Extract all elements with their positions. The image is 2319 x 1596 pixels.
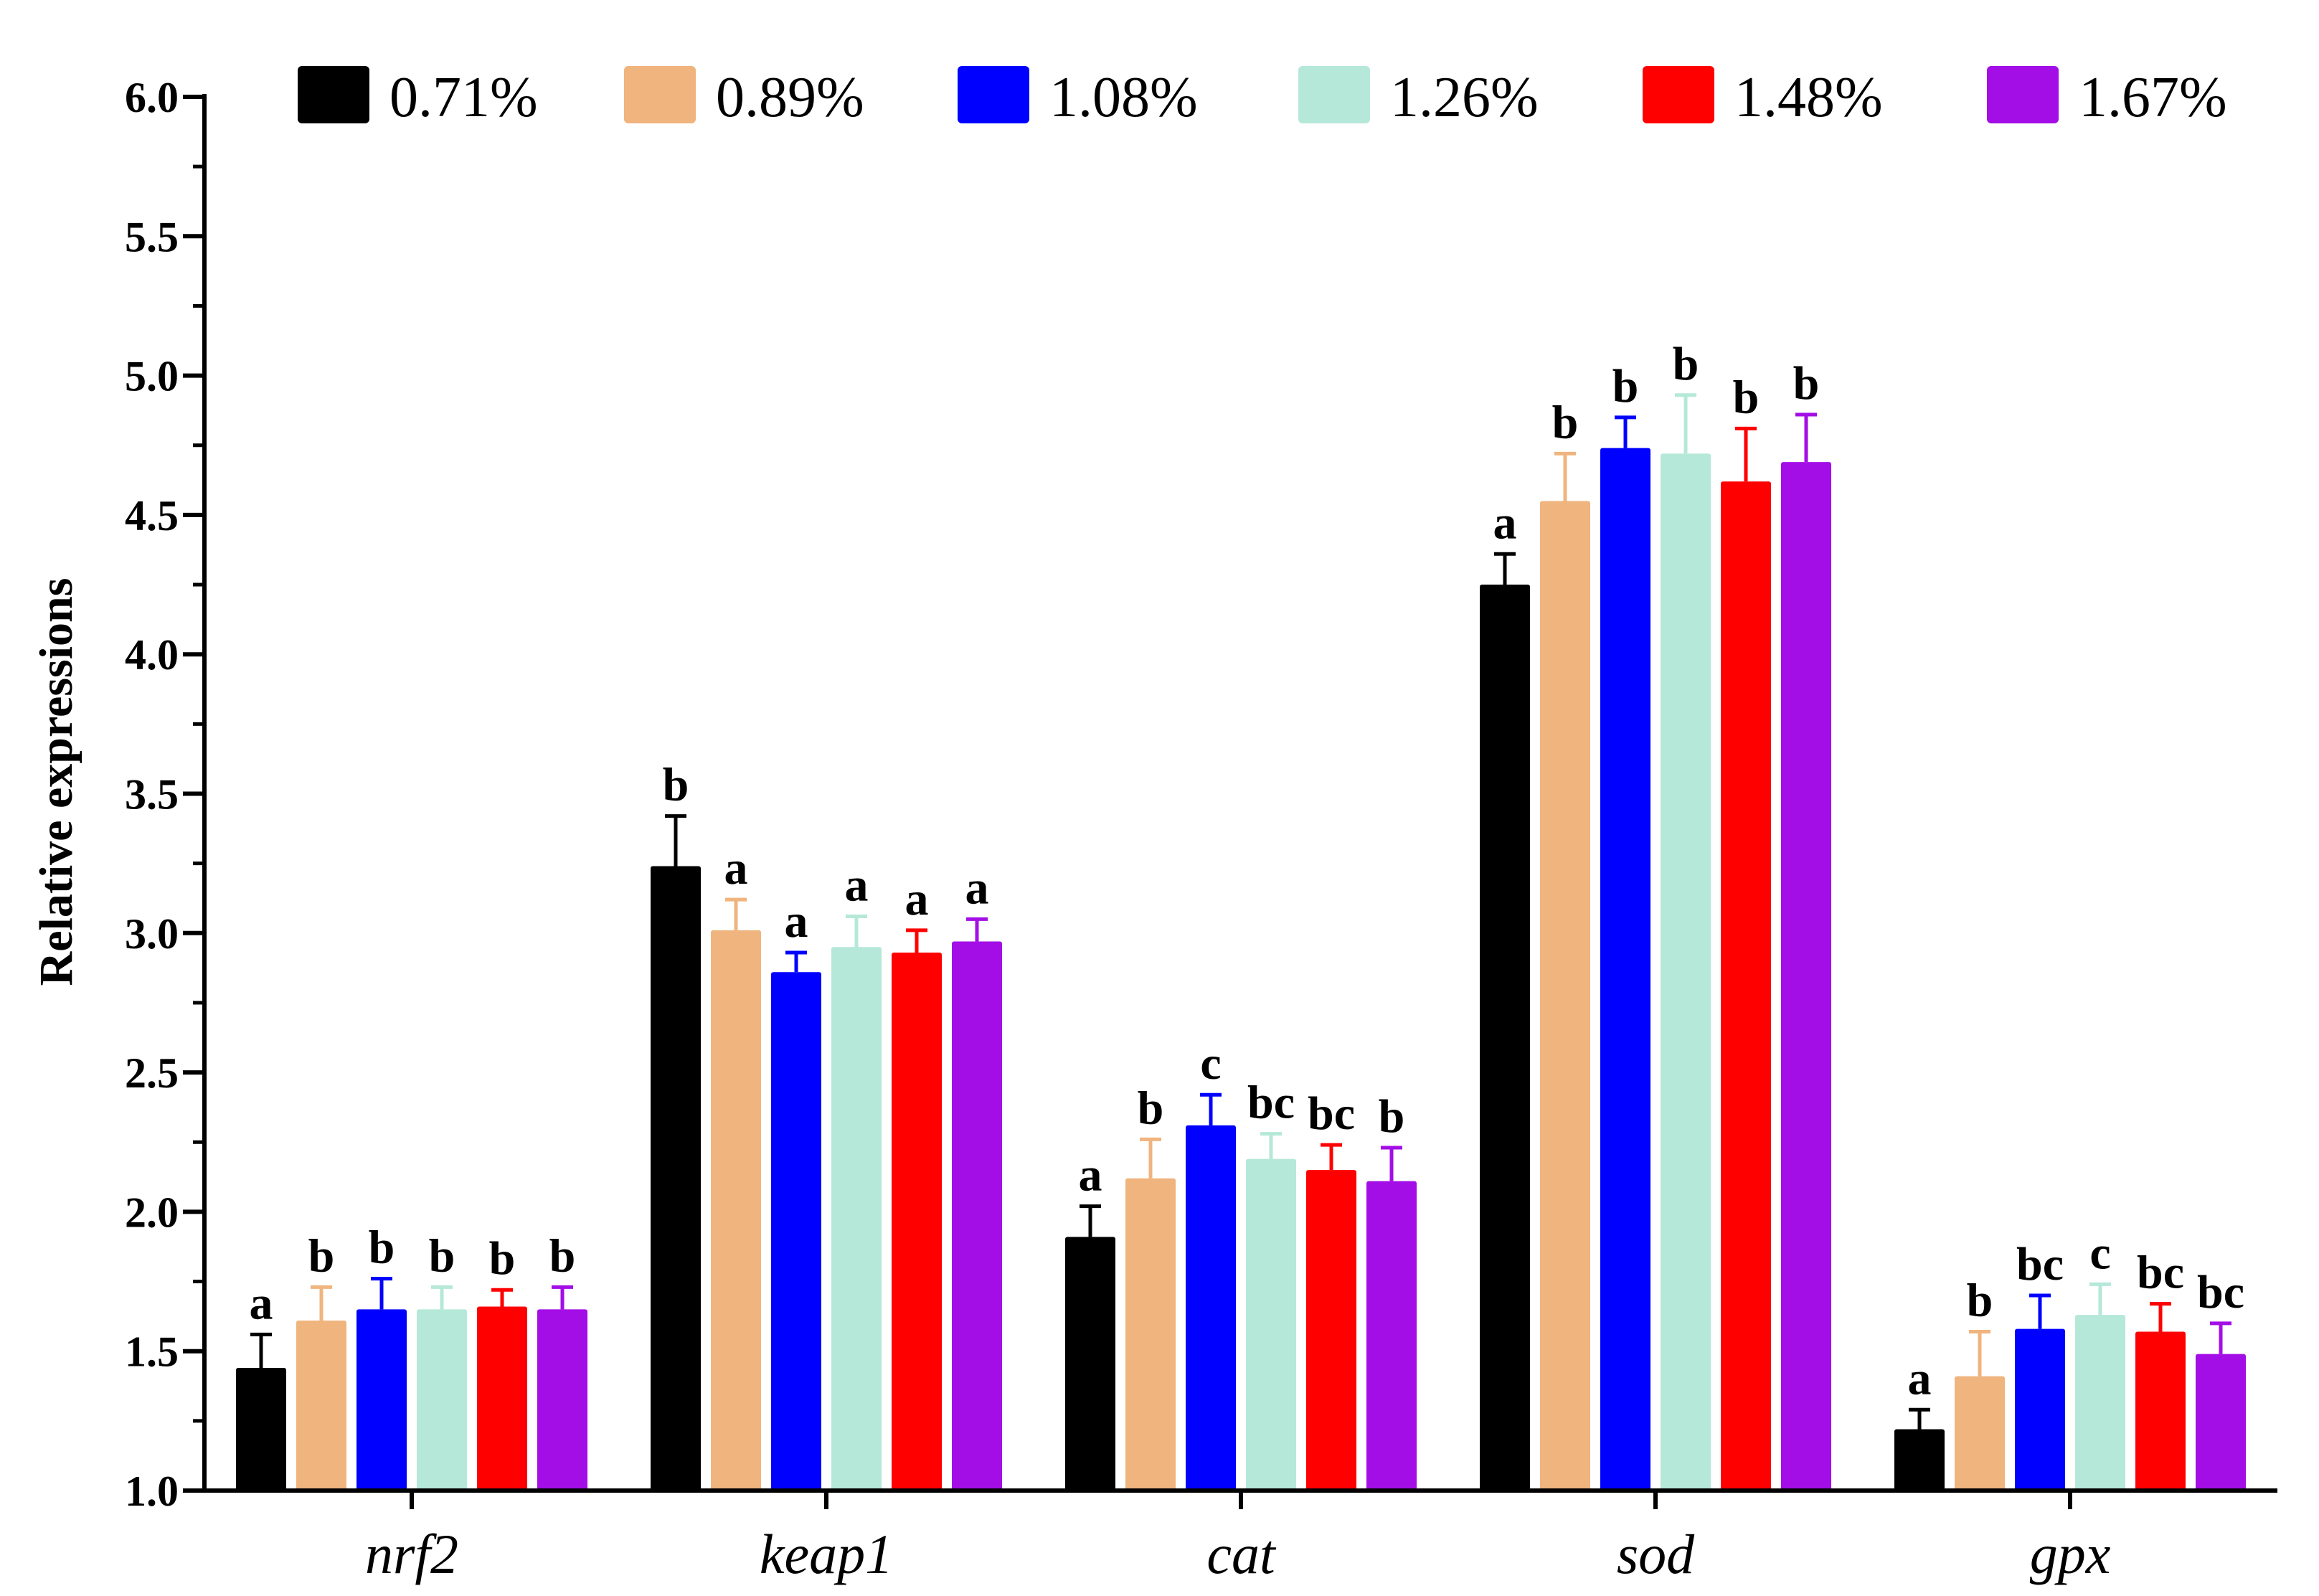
x-axis: nrf2 keap1 cat sod gpx: [204, 1488, 2277, 1585]
x-tick-label: nrf2: [365, 1523, 458, 1585]
significance-letter: bc: [2016, 1238, 2064, 1290]
significance-letter: b: [1673, 338, 1699, 390]
bar: [2015, 1328, 2065, 1491]
significance-letter: c: [1200, 1037, 1221, 1090]
x-tick-label: gpx: [2030, 1523, 2111, 1585]
bar: [1480, 585, 1530, 1491]
bar: [1246, 1158, 1296, 1491]
significance-letter: a: [1079, 1149, 1102, 1201]
bar: [1065, 1237, 1115, 1491]
significance-letter: a: [905, 873, 929, 925]
significance-letter: a: [724, 842, 748, 894]
bar: [2196, 1354, 2246, 1491]
y-tick-label: 1.0: [125, 1468, 179, 1515]
legend-label: 1.26%: [1390, 66, 1539, 129]
bar: [296, 1320, 346, 1491]
y-tick-label: 4.0: [125, 631, 179, 679]
significance-letter: bc: [2197, 1266, 2244, 1318]
significance-letter: b: [1379, 1090, 1405, 1143]
legend-label: 0.71%: [389, 66, 538, 129]
bar: [1721, 481, 1771, 1491]
bar: [1781, 462, 1831, 1491]
significance-letter: b: [663, 759, 689, 811]
legend-swatch: [1987, 66, 2059, 123]
x-tick-label: sod: [1617, 1523, 1695, 1585]
bar: [711, 930, 761, 1491]
y-tick-label: 5.0: [125, 353, 179, 400]
significance-letter: b: [308, 1229, 335, 1282]
significance-letter: a: [845, 859, 869, 911]
y-tick-label: 4.5: [125, 492, 179, 539]
significance-letter: a: [965, 861, 989, 914]
significance-letter: b: [1733, 371, 1760, 423]
significance-letter: bc: [2137, 1247, 2184, 1299]
significance-letter: b: [429, 1229, 455, 1282]
legend-swatch: [298, 66, 369, 123]
legend-label: 1.67%: [2079, 66, 2227, 129]
significance-letter: a: [1908, 1352, 1932, 1404]
legend-swatch: [624, 66, 696, 123]
bar: [417, 1309, 467, 1491]
legend-label: 1.48%: [1734, 66, 1883, 129]
bar: [356, 1309, 407, 1491]
y-tick-label: 1.5: [125, 1328, 179, 1376]
y-tick-label: 2.0: [125, 1189, 179, 1236]
significance-letter: a: [1493, 496, 1517, 549]
significance-letter: b: [489, 1232, 516, 1285]
bar: [771, 972, 821, 1491]
legend: 0.71% 0.89% 1.08% 1.26% 1.48% 1.67%: [298, 66, 2227, 129]
legend-label: 0.89%: [716, 66, 864, 129]
bar: [831, 947, 882, 1491]
y-tick-label: 6.0: [125, 74, 179, 121]
significance-letter: c: [2089, 1227, 2110, 1279]
bar: [1894, 1429, 1945, 1491]
bar: [1125, 1178, 1176, 1491]
bar: [952, 941, 1002, 1491]
bar: [477, 1306, 527, 1491]
bar: [1661, 453, 1711, 1491]
y-axis-label: Relative expressions: [30, 578, 82, 986]
significance-letter: b: [1967, 1274, 1993, 1326]
bar: [2075, 1315, 2125, 1491]
y-tick-label: 5.5: [125, 213, 179, 260]
legend-swatch: [958, 66, 1029, 123]
significance-letter: b: [549, 1229, 576, 1282]
y-tick-label: 3.0: [125, 910, 179, 958]
bar: [651, 866, 701, 1491]
bar: [236, 1368, 286, 1491]
significance-letter: bc: [1247, 1077, 1295, 1129]
y-tick-label: 3.5: [125, 771, 179, 818]
legend-label: 1.08%: [1049, 66, 1198, 129]
bar: [1366, 1181, 1417, 1491]
significance-letter: b: [1793, 357, 1820, 410]
bar: [1540, 501, 1590, 1491]
x-tick-label: cat: [1206, 1523, 1277, 1585]
bar: [892, 953, 942, 1491]
y-tick-label: 2.5: [125, 1049, 179, 1097]
significance-letter: b: [1612, 360, 1639, 412]
legend-swatch: [1643, 66, 1714, 123]
bar: [1306, 1170, 1356, 1491]
bar: [2135, 1331, 2186, 1491]
significance-letter: b: [1138, 1082, 1164, 1134]
bar: [537, 1309, 587, 1491]
bar: [1186, 1125, 1236, 1491]
bar: [1955, 1376, 2005, 1491]
significance-letter: a: [250, 1277, 273, 1329]
significance-letter: b: [1552, 396, 1579, 448]
y-axis: 1.0 1.5 2.0 2.5 3.0 3.5 4.0 4.5 5.0 5.5 6.0: [125, 74, 207, 1515]
x-tick-label: keap1: [760, 1523, 893, 1585]
significance-letter: a: [785, 895, 808, 948]
legend-swatch: [1298, 66, 1370, 123]
bar: [1600, 448, 1650, 1491]
significance-letter: bc: [1308, 1087, 1355, 1140]
significance-letter: b: [369, 1222, 395, 1274]
